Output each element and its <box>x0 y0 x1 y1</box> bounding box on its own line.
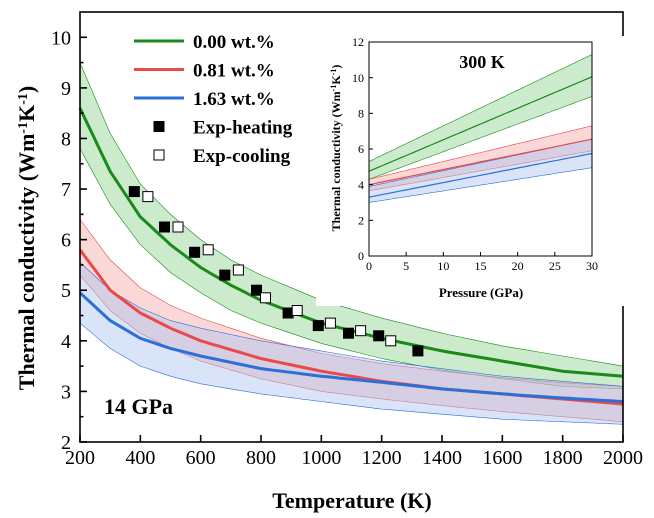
main-point-1-7 <box>355 325 367 337</box>
main-tick-labels: 200 400 600 800 1000 1200 1400 1600 1800 20002345… <box>51 27 643 469</box>
legend-swatch-3 <box>153 121 165 132</box>
main-y-axis-label: Thermal conductivity (Wm-1K-1) <box>14 86 39 390</box>
inset-xtick-label-3: 15 <box>475 259 487 273</box>
main-y-label-part-1: Thermal conductivity (Wm <box>14 134 39 391</box>
main-xtick-label-9: 2000 <box>603 447 643 469</box>
main-experiment-points <box>128 186 424 357</box>
inset-ytick-label-0: 0 <box>358 249 364 263</box>
inset-xtick-label-1: 5 <box>403 259 409 273</box>
inset-xtick-label-6: 30 <box>586 259 598 273</box>
inset-line-1 <box>368 138 593 186</box>
main-line-2 <box>78 291 624 403</box>
main-ytick-label-5: 7 <box>61 179 71 201</box>
inset-y-label-part-4: -1 <box>329 69 338 76</box>
inset-xtick-label-0: 0 <box>366 259 372 273</box>
inset-y-axis-label: Thermal conductivity (Wm-1K-1) <box>329 65 344 232</box>
main-point-1-3 <box>232 264 244 276</box>
inset-ytick-label-2: 4 <box>358 178 364 192</box>
main-ytick-label-0: 2 <box>61 432 71 454</box>
inset-xtick-label-4: 20 <box>512 259 524 273</box>
main-xtick-label-7: 1600 <box>482 447 522 469</box>
main-point-0-2 <box>189 246 201 258</box>
main-point-1-5 <box>291 305 303 316</box>
inset-y-label-part-5: ) <box>329 65 343 69</box>
inset-series-lines <box>368 76 593 198</box>
main-ytick-label-7: 9 <box>61 78 71 100</box>
inset-line-0 <box>368 76 593 172</box>
main-ytick-label-2: 4 <box>61 331 71 353</box>
main-ytick-label-1: 3 <box>61 381 71 403</box>
main-xtick-label-0: 200 <box>65 447 95 469</box>
main-point-1-8 <box>385 335 397 347</box>
inset-y-label-part-1: Thermal conductivity (Wm <box>329 91 343 231</box>
inset-y-label-part-3: K <box>329 75 343 85</box>
inset-xtick-label-5: 25 <box>549 259 561 273</box>
main-point-0-4 <box>251 284 262 296</box>
legend-label-1: 0.81 wt.% <box>193 61 275 82</box>
pressure-annotation: 14 GPa <box>104 394 173 419</box>
inset-title: 300 K <box>459 52 505 72</box>
main-y-label-part-2: -1 <box>16 122 31 134</box>
inset-ytick-label-6: 12 <box>352 35 364 49</box>
main-point-0-8 <box>373 330 385 342</box>
inset-ytick-label-4: 8 <box>358 107 364 121</box>
main-point-0-7 <box>343 327 354 339</box>
inset-ytick-label-1: 2 <box>358 214 364 228</box>
main-ytick-label-4: 6 <box>61 230 71 252</box>
main-point-0-5 <box>282 307 294 319</box>
main-point-1-0 <box>142 191 154 203</box>
main-ytick-label-3: 5 <box>61 280 71 302</box>
inset-xtick-label-2: 10 <box>437 259 449 273</box>
main-y-label-part-4: -1 <box>16 93 31 105</box>
inset-ytick-label-3: 6 <box>358 142 364 156</box>
inset-axes <box>368 41 593 257</box>
main-point-0-3 <box>219 269 231 281</box>
main-point-0-9 <box>412 345 424 357</box>
main-x-axis-label: Temperature (K) <box>272 488 431 513</box>
main-xtick-label-8: 1800 <box>543 447 583 469</box>
legend-label-3: Exp-heating <box>193 118 293 139</box>
legend-swatch-4 <box>153 149 165 161</box>
main-y-label-part-3: K <box>14 105 39 122</box>
inset-y-label-part-2: -1 <box>329 85 338 92</box>
legend-label-0: 0.00 wt.% <box>193 32 275 53</box>
main-y-label-part-5: ) <box>14 86 39 93</box>
main-xtick-label-6: 1400 <box>422 447 462 469</box>
main-xtick-label-3: 800 <box>246 447 276 469</box>
legend-label-2: 1.63 wt.% <box>193 89 275 110</box>
main-point-0-6 <box>312 320 324 332</box>
main-xtick-label-4: 1000 <box>301 447 341 469</box>
legend: 0.00 wt.% 0.81 wt.% 1.63 wt.% Exp-heating Ex… <box>134 32 293 167</box>
inset-x-axis-label: Pressure (GPa) <box>439 285 523 300</box>
main-point-1-1 <box>172 221 184 233</box>
main-ytick-label-6: 8 <box>61 128 71 150</box>
inset-line-2 <box>368 152 593 198</box>
main-xtick-label-5: 1200 <box>362 447 402 469</box>
main-point-1-2 <box>202 244 214 256</box>
main-xtick-label-1: 400 <box>125 447 155 469</box>
inset-tick-labels: 0 5 10 15 20 25 30 0 2 4 6 8 10 12 <box>352 35 598 273</box>
main-xtick-label-2: 600 <box>186 447 216 469</box>
main-ytick-label-8: 10 <box>51 27 71 49</box>
main-point-1-4 <box>260 292 271 304</box>
legend-label-4: Exp-cooling <box>193 146 291 167</box>
main-point-1-6 <box>324 317 336 329</box>
main-point-0-0 <box>128 186 140 198</box>
inset-ytick-label-5: 10 <box>352 71 364 85</box>
main-point-0-1 <box>159 221 170 233</box>
